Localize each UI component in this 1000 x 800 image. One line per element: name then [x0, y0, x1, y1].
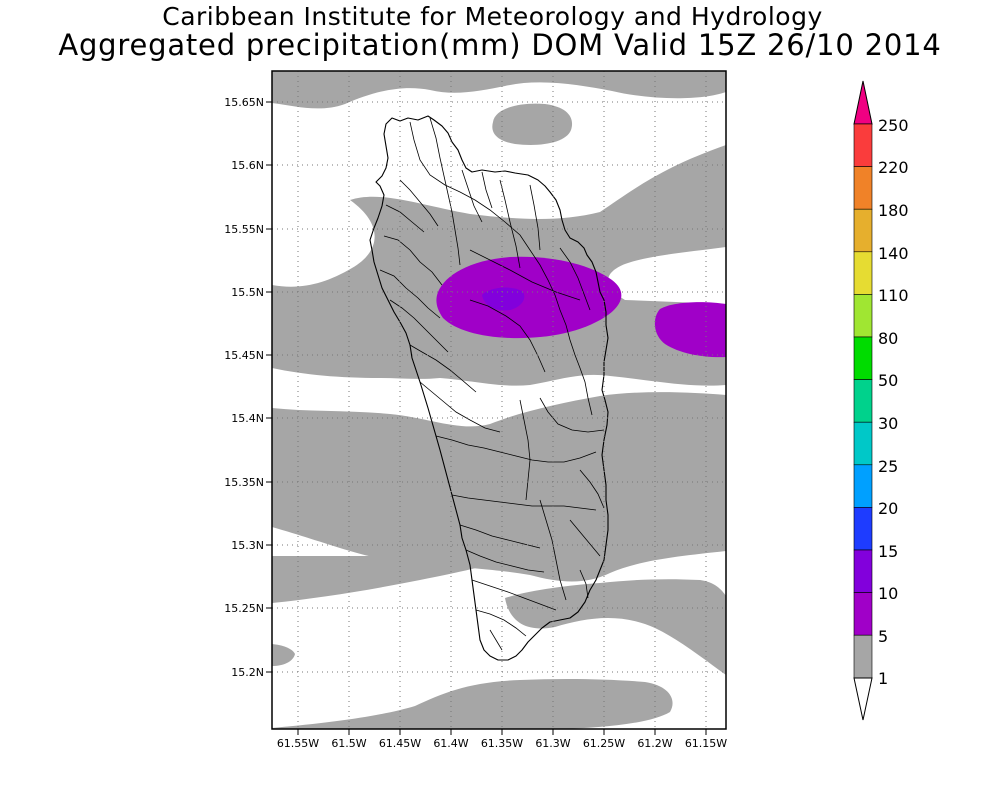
longitude-axis: 61.55W 61.5W 61.45W 61.4W 61.35W 61.3W 6… — [277, 729, 727, 750]
lat-tick-label: 15.65N — [224, 96, 264, 109]
latitude-axis: 15.65N 15.6N 15.55N 15.5N 15.45N 15.4N 1… — [224, 96, 272, 679]
colorbar-segment — [853, 208, 873, 253]
map-plot-area — [272, 71, 726, 729]
colorbar-label: 10 — [878, 584, 898, 603]
lon-tick-label: 61.2W — [637, 737, 672, 750]
lon-tick-label: 61.25W — [583, 737, 625, 750]
colorbar-segment — [853, 251, 873, 295]
lon-tick-label: 61.3W — [535, 737, 570, 750]
lon-tick-label: 61.5W — [331, 737, 366, 750]
colorbar-segment — [853, 549, 873, 593]
lat-tick-label: 15.5N — [231, 286, 264, 299]
colorbar-segment — [853, 507, 873, 551]
colorbar-label: 50 — [878, 371, 898, 390]
colorbar-label: 140 — [878, 244, 909, 263]
lat-tick-label: 15.6N — [231, 159, 264, 172]
colorbar-label: 110 — [878, 286, 909, 305]
colorbar-label: 1 — [878, 669, 888, 688]
lat-tick-label: 15.35N — [224, 476, 264, 489]
colorbar-label: 250 — [878, 116, 909, 135]
map-frame — [271, 70, 727, 730]
colorbar-label: 25 — [878, 457, 898, 476]
precip-band-10-15mm — [482, 287, 525, 311]
lon-tick-label: 61.15W — [685, 737, 727, 750]
colorbar-segment — [853, 379, 873, 423]
lat-tick-label: 15.45N — [224, 349, 264, 362]
colorbar-segment — [853, 166, 873, 210]
lon-tick-label: 61.55W — [277, 737, 319, 750]
precip-band-1-5mm — [272, 71, 726, 729]
colorbar-segment — [853, 421, 873, 466]
precip-band-5-10mm — [436, 256, 726, 358]
gridlines — [272, 71, 726, 729]
title-line-2: Aggregated precipitation(mm) DOM Valid 1… — [58, 28, 942, 62]
catchment-boundaries — [379, 117, 605, 651]
lat-tick-label: 15.3N — [231, 539, 264, 552]
colorbar-label: 180 — [878, 201, 909, 220]
colorbar-segments — [853, 123, 873, 679]
colorbar-segment — [853, 123, 873, 167]
lon-tick-label: 61.35W — [481, 737, 523, 750]
lat-tick-label: 15.2N — [231, 666, 264, 679]
colorbar-high-arrow — [853, 80, 873, 125]
colorbar-label: 20 — [878, 499, 898, 518]
lon-tick-label: 61.45W — [379, 737, 421, 750]
colorbar-segment — [853, 634, 873, 679]
colorbar-segment — [853, 336, 873, 380]
lat-tick-label: 15.25N — [224, 602, 264, 615]
lat-tick-label: 15.4N — [231, 412, 264, 425]
colorbar-label: 15 — [878, 542, 898, 561]
colorbar-label: 80 — [878, 329, 898, 348]
colorbar-label: 220 — [878, 158, 909, 177]
colorbar-segment — [853, 592, 873, 636]
colorbar-label: 30 — [878, 414, 898, 433]
colorbar-label: 5 — [878, 627, 888, 646]
lat-tick-label: 15.55N — [224, 223, 264, 236]
colorbar-segment — [853, 464, 873, 508]
colorbar-low-arrow — [853, 677, 873, 721]
colorbar-segment — [853, 294, 873, 338]
colorbar: 1 5 10 15 20 25 30 50 80 110 140 180 220… — [853, 80, 909, 721]
lon-tick-label: 61.4W — [433, 737, 468, 750]
island-outline — [369, 115, 609, 661]
title-line-1: Caribbean Institute for Meteorology and … — [162, 2, 823, 31]
